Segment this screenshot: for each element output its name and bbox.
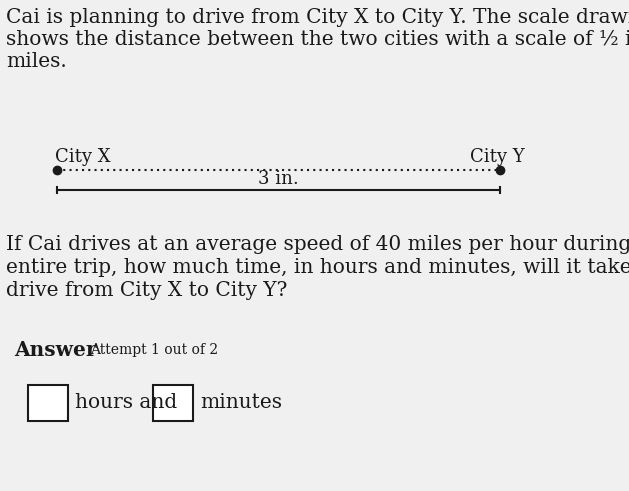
Text: Answer: Answer xyxy=(14,340,96,360)
Text: Attempt 1 out of 2: Attempt 1 out of 2 xyxy=(90,343,218,357)
Bar xyxy=(153,385,193,421)
Text: shows the distance between the two cities with a scale of ½ inch: shows the distance between the two citie… xyxy=(6,30,629,49)
Bar xyxy=(28,385,68,421)
Text: City X: City X xyxy=(55,148,111,166)
Text: If Cai drives at an average speed of 40 miles per hour during the: If Cai drives at an average speed of 40 … xyxy=(6,235,629,254)
Text: hours and: hours and xyxy=(75,393,177,412)
Text: minutes: minutes xyxy=(200,393,282,412)
Text: entire trip, how much time, in hours and minutes, will it take hi: entire trip, how much time, in hours and… xyxy=(6,258,629,277)
Text: miles.: miles. xyxy=(6,52,67,71)
Text: drive from City X to City Y?: drive from City X to City Y? xyxy=(6,281,287,300)
Text: Cai is planning to drive from City X to City Y. The scale drawing: Cai is planning to drive from City X to … xyxy=(6,8,629,27)
Text: City Y: City Y xyxy=(470,148,525,166)
Text: 3 in.: 3 in. xyxy=(258,170,299,188)
